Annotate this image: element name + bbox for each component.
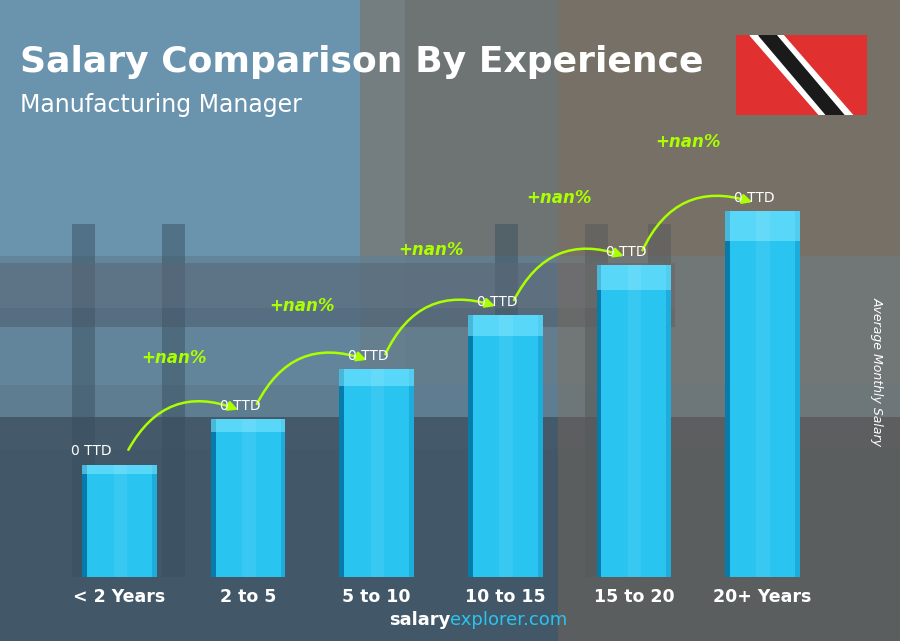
- Bar: [795, 212, 800, 577]
- Bar: [725, 212, 800, 577]
- Bar: [410, 369, 414, 577]
- Bar: [585, 224, 608, 577]
- Text: explorer.com: explorer.com: [450, 611, 567, 629]
- Bar: [597, 265, 601, 577]
- Bar: [725, 212, 800, 240]
- Bar: [0, 256, 900, 449]
- Text: +nan%: +nan%: [140, 349, 206, 367]
- Text: 0 TTD: 0 TTD: [220, 399, 260, 413]
- Text: salary: salary: [389, 611, 450, 629]
- Bar: [537, 315, 543, 577]
- Bar: [162, 224, 184, 577]
- Bar: [82, 465, 87, 577]
- Text: 0 TTD: 0 TTD: [71, 444, 112, 458]
- Bar: [0, 263, 675, 308]
- Bar: [628, 265, 642, 577]
- Bar: [597, 265, 671, 290]
- Text: +nan%: +nan%: [398, 241, 464, 259]
- Bar: [113, 465, 127, 577]
- Text: Salary Comparison By Experience: Salary Comparison By Experience: [20, 45, 703, 79]
- Text: Manufacturing Manager: Manufacturing Manager: [20, 93, 302, 117]
- Bar: [360, 0, 900, 385]
- Bar: [597, 265, 671, 577]
- Text: +nan%: +nan%: [526, 189, 592, 207]
- Bar: [0, 0, 405, 385]
- Text: +nan%: +nan%: [655, 133, 721, 151]
- Bar: [82, 465, 157, 577]
- Bar: [82, 465, 157, 474]
- Bar: [339, 369, 345, 577]
- Text: 0 TTD: 0 TTD: [477, 295, 517, 309]
- Text: +nan%: +nan%: [269, 297, 335, 315]
- Bar: [757, 212, 770, 577]
- Bar: [468, 315, 543, 577]
- Bar: [725, 212, 730, 577]
- Polygon shape: [750, 35, 853, 115]
- Bar: [495, 224, 518, 577]
- Text: 0 TTD: 0 TTD: [734, 191, 775, 205]
- Bar: [339, 369, 414, 577]
- Bar: [152, 465, 157, 577]
- Bar: [666, 265, 671, 577]
- Bar: [281, 419, 285, 577]
- Bar: [0, 0, 900, 288]
- Bar: [0, 308, 675, 327]
- Text: 0 TTD: 0 TTD: [606, 245, 646, 259]
- Bar: [72, 224, 94, 577]
- Bar: [339, 369, 414, 386]
- Polygon shape: [759, 35, 844, 115]
- Bar: [0, 417, 900, 641]
- Text: 0 TTD: 0 TTD: [348, 349, 389, 363]
- Bar: [500, 315, 513, 577]
- Bar: [242, 419, 256, 577]
- Bar: [211, 419, 285, 431]
- Bar: [211, 419, 216, 577]
- Bar: [648, 224, 670, 577]
- Text: Average Monthly Salary: Average Monthly Salary: [871, 297, 884, 446]
- Bar: [468, 315, 543, 336]
- Bar: [558, 0, 900, 641]
- Bar: [211, 419, 285, 577]
- Bar: [468, 315, 472, 577]
- Bar: [371, 369, 384, 577]
